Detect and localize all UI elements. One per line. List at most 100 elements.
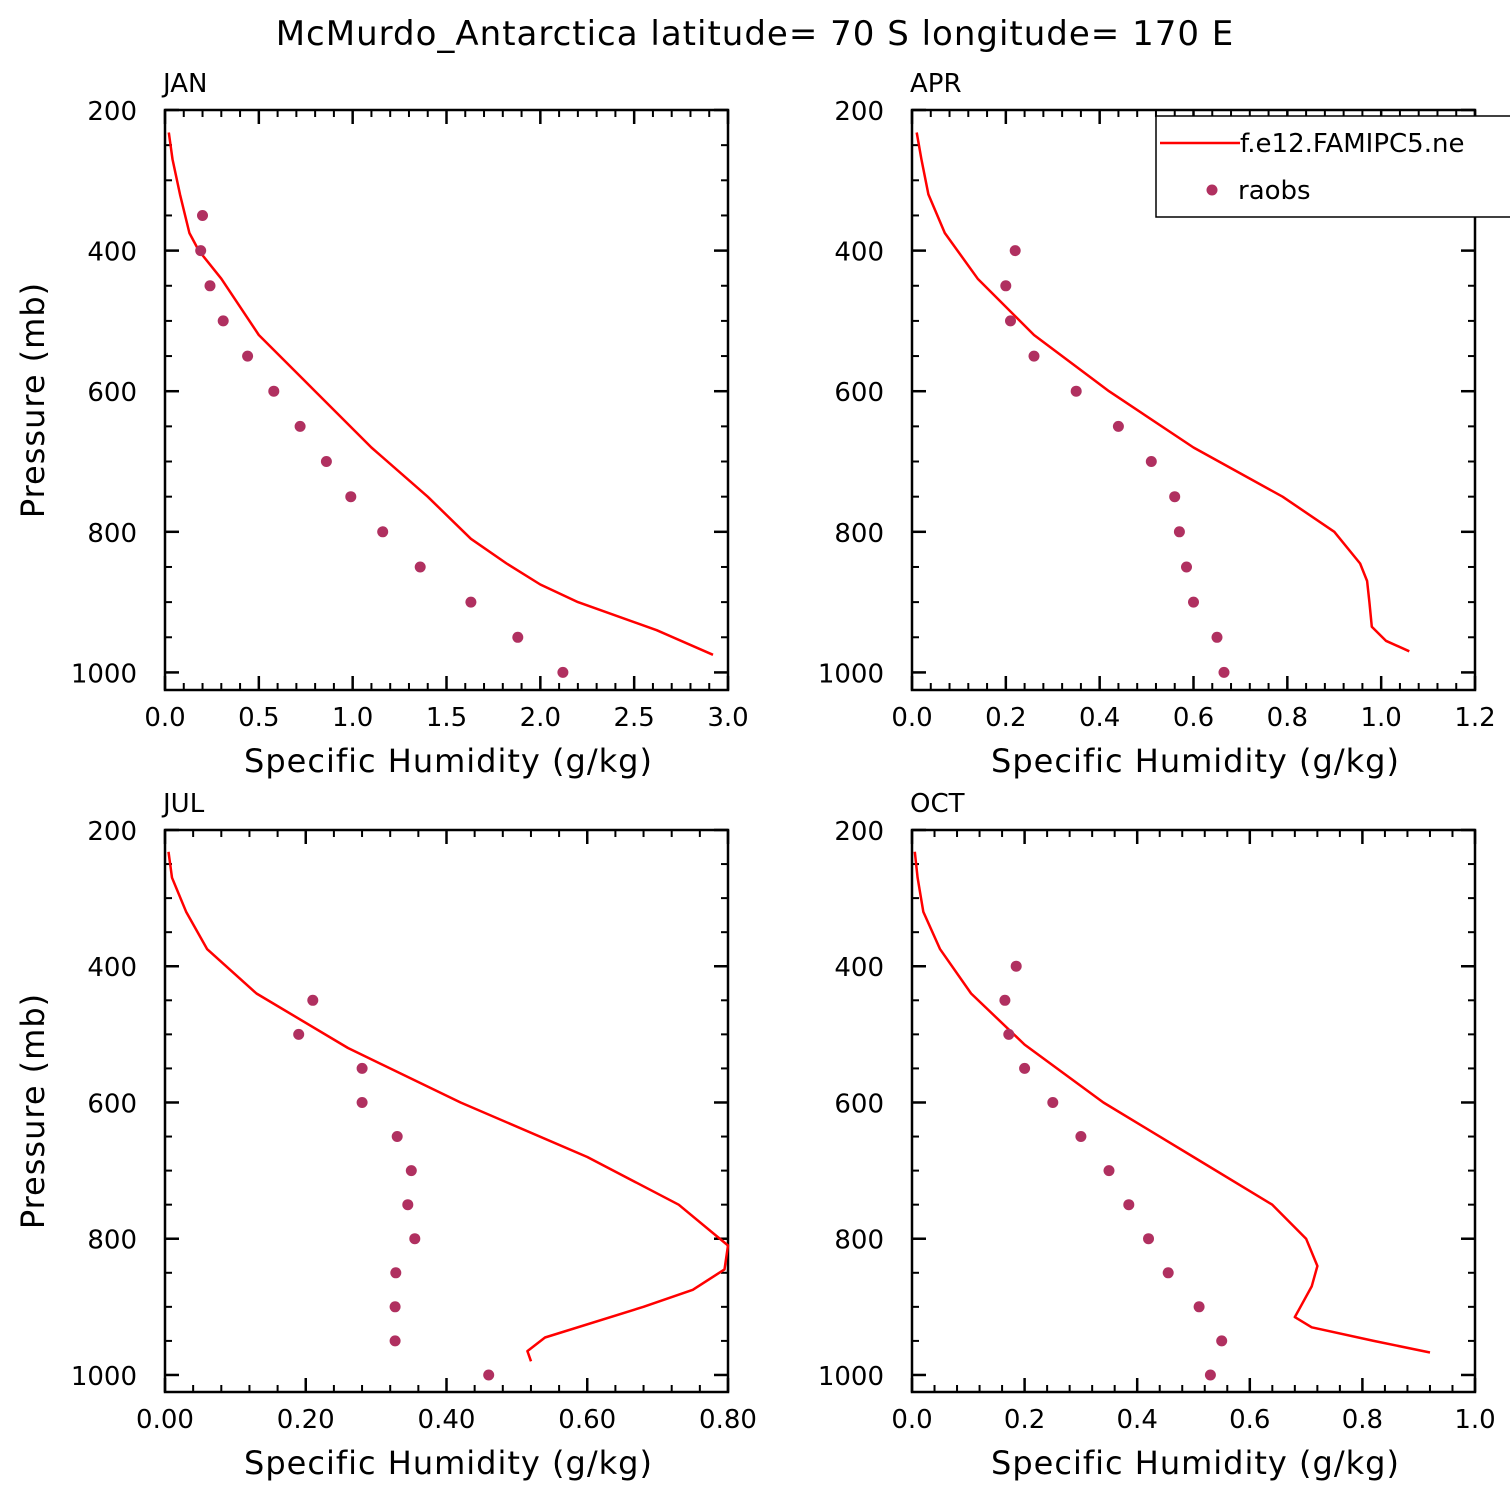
raobs-point: [1218, 666, 1230, 678]
x-tick-label: 0.2: [985, 703, 1026, 733]
raobs-point: [483, 1369, 495, 1381]
panel-oct: OCT 0.0 0.2 0.4 0.6 0.8 1.0 200 400 600 800 1000 Spe…: [818, 789, 1496, 1482]
panel-apr: APR 0.0 0.2 0.4 0.6 0.8 1.0 1.2 200 400 600 800 1000…: [818, 69, 1496, 780]
raobs-point: [268, 385, 280, 397]
raobs-point: [1181, 561, 1192, 573]
raobs-point: [217, 315, 229, 327]
raobs-point: [465, 596, 477, 608]
model-line: [167, 851, 730, 1362]
x-tick-label: 0.60: [558, 1405, 616, 1435]
y-tick-label: 800: [834, 519, 884, 549]
panel-title: OCT: [910, 789, 965, 819]
x-tick-label: 0.20: [277, 1405, 335, 1435]
panel-jan: JAN 0.0 0.5 1.0 1.5 2.0 2.5 3.0 200 400 600 800 1000…: [14, 69, 749, 780]
x-axis-label: Specific Humidity (g/kg): [991, 1444, 1400, 1482]
panel-title: JUL: [161, 789, 205, 819]
x-tick-label: 0.4: [1079, 703, 1120, 733]
panel-jul: JUL 0.00 0.20 0.40 0.60 0.80 200 400 600 800 1000 S…: [14, 789, 757, 1482]
y-tick-label: 600: [87, 1089, 137, 1119]
raobs-point: [195, 245, 207, 257]
raobs-point: [1169, 491, 1181, 503]
x-tick-label: 1.2: [1454, 703, 1495, 733]
raobs-point: [1047, 1097, 1059, 1108]
x-tick-label: 0.80: [699, 1405, 757, 1435]
x-tick-label: 2.5: [613, 703, 654, 733]
x-tick-label: 0.4: [1117, 1405, 1158, 1435]
x-axis-label: Specific Humidity (g/kg): [244, 1444, 653, 1482]
raobs-point: [389, 1301, 401, 1313]
x-tick-label: 0.5: [238, 703, 279, 733]
raobs-point: [1028, 350, 1040, 362]
legend: f.e12.FAMIPC5.ne raobs: [1155, 115, 1510, 218]
raobs-point: [307, 994, 319, 1006]
raobs-point: [1070, 385, 1082, 397]
raobs-point: [1019, 1062, 1031, 1074]
raobs-point: [405, 1165, 417, 1177]
x-axis-label: Specific Humidity (g/kg): [991, 742, 1400, 780]
raobs-point: [242, 350, 254, 362]
panel-title: JAN: [161, 69, 207, 99]
raobs-point: [1009, 245, 1021, 257]
raobs-point: [1123, 1199, 1135, 1211]
legend-obs-label: raobs: [1238, 176, 1311, 206]
raobs-point: [1211, 631, 1223, 643]
raobs-point: [557, 666, 569, 678]
y-tick-label: 200: [87, 817, 137, 847]
x-tick-label: 0.2: [1004, 1405, 1045, 1435]
raobs-point: [377, 526, 389, 538]
legend-box: [1155, 115, 1510, 218]
x-tick-label: 0.6: [1229, 1405, 1270, 1435]
x-tick-label: 0.6: [1173, 703, 1214, 733]
x-tick-label: 0.0: [891, 1405, 932, 1435]
raobs-point: [1075, 1131, 1087, 1142]
raobs-point: [409, 1233, 421, 1245]
raobs-point: [294, 420, 306, 432]
y-tick-label: 600: [834, 378, 884, 408]
y-tick-label: 400: [834, 238, 884, 268]
y-tick-label: 400: [834, 953, 884, 983]
y-tick-label: 1000: [71, 659, 137, 689]
raobs-point: [390, 1267, 402, 1279]
model-line: [915, 132, 1410, 653]
y-tick-label: 200: [87, 97, 137, 127]
y-tick-label: 400: [87, 238, 137, 268]
x-tick-label: 0.0: [891, 703, 932, 733]
x-tick-label: 1.0: [1454, 1405, 1495, 1435]
plot-frame: [163, 108, 730, 692]
raobs-point: [1145, 456, 1157, 467]
legend-model-label: f.e12.FAMIPC5.ne: [1240, 129, 1464, 159]
raobs-point: [1193, 1301, 1205, 1313]
raobs-point: [356, 1062, 368, 1074]
y-axis-label: Pressure (mb): [14, 282, 52, 518]
raobs-point: [1143, 1233, 1154, 1245]
x-tick-label: 0.40: [418, 1405, 476, 1435]
y-tick-label: 600: [834, 1089, 884, 1119]
y-tick-label: 800: [87, 519, 137, 549]
raobs-point: [389, 1335, 401, 1347]
raobs-point: [320, 456, 332, 467]
legend-obs-marker: [1206, 184, 1218, 196]
x-tick-label: 0.8: [1267, 703, 1308, 733]
panels: JAN 0.0 0.5 1.0 1.5 2.0 2.5 3.0 200 400 600 800 1000…: [14, 69, 1496, 1482]
raobs-point: [1000, 280, 1012, 292]
raobs-point: [402, 1199, 414, 1211]
y-tick-label: 1000: [818, 1362, 884, 1392]
y-tick-label: 1000: [818, 659, 884, 689]
x-tick-label: 1.5: [426, 703, 467, 733]
raobs-point: [1010, 960, 1022, 972]
y-tick-label: 800: [834, 1226, 884, 1256]
x-tick-label: 0.00: [136, 1405, 194, 1435]
x-tick-label: 1.0: [1360, 703, 1401, 733]
y-tick-label: 200: [834, 817, 884, 847]
raobs-point: [1005, 315, 1016, 327]
x-tick-label: 0.8: [1342, 1405, 1383, 1435]
x-axis-label: Specific Humidity (g/kg): [244, 742, 653, 780]
raobs-point: [1216, 1335, 1228, 1347]
x-tick-label: 2.0: [520, 703, 561, 733]
raobs-point: [1173, 526, 1185, 538]
y-tick-label: 800: [87, 1226, 137, 1256]
raobs-point: [204, 280, 216, 292]
x-tick-label: 1.0: [332, 703, 373, 733]
x-tick-label: 3.0: [707, 703, 748, 733]
